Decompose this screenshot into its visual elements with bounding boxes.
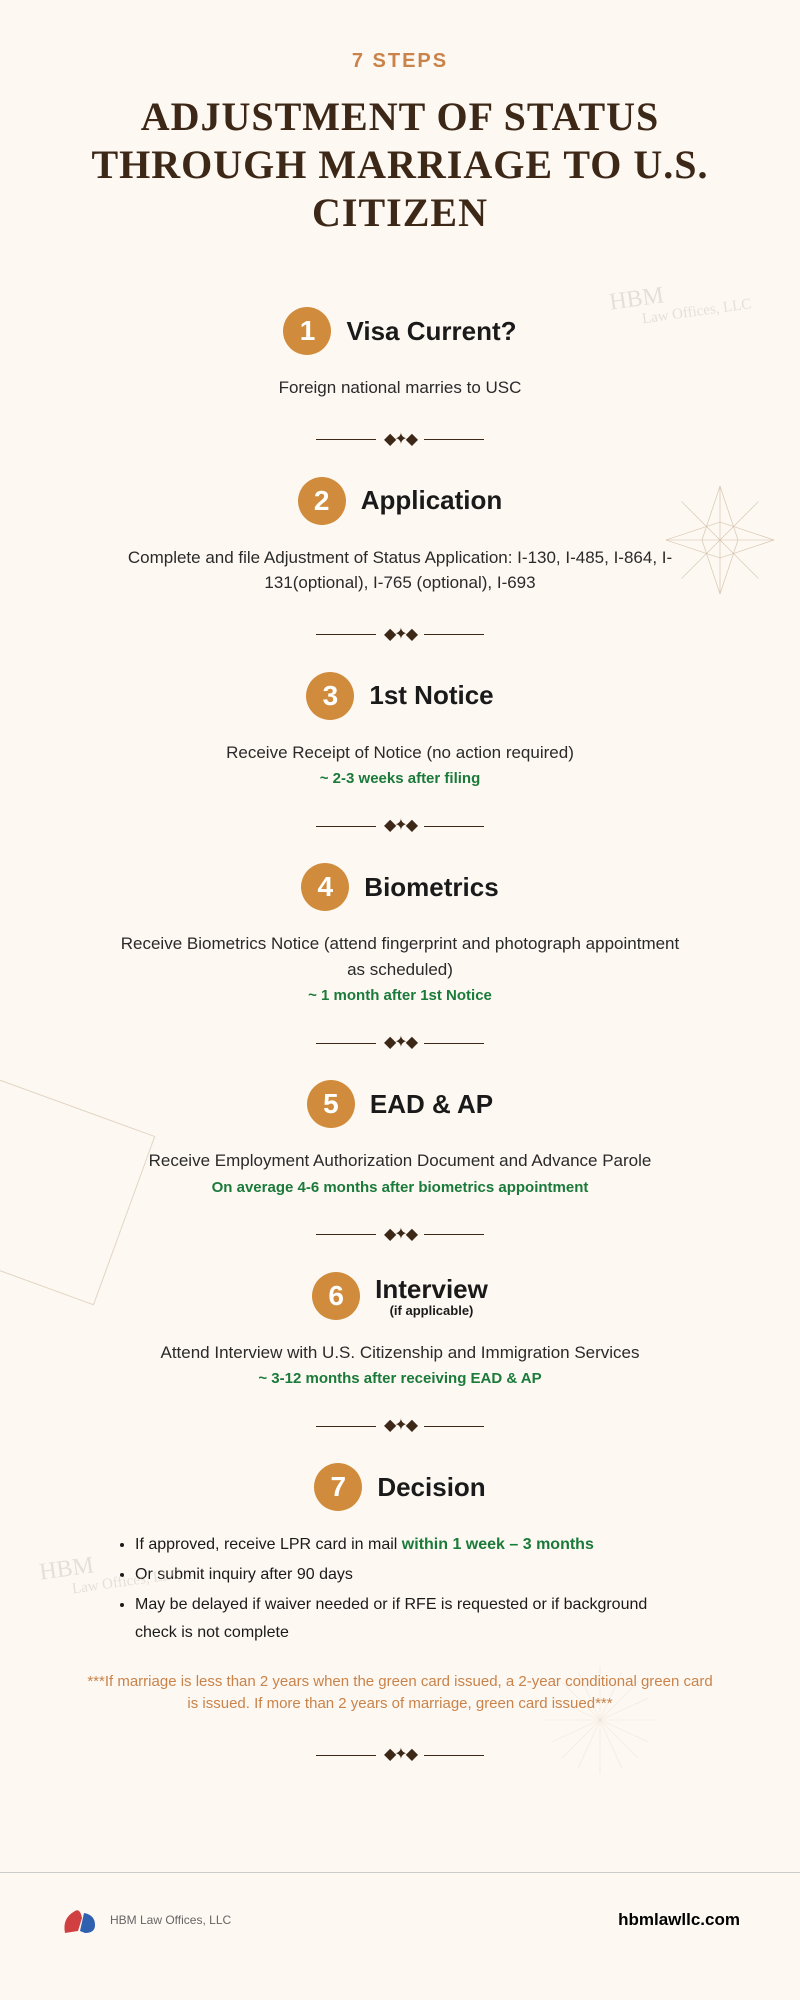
list-item: Or submit inquiry after 90 days xyxy=(135,1561,690,1588)
step-timing: ~ 2-3 weeks after filing xyxy=(60,770,740,787)
step-timing: ~ 3-12 months after receiving EAD & AP xyxy=(60,1370,740,1387)
step7-bullet-list: If approved, receive LPR card in mail wi… xyxy=(110,1531,690,1646)
step-title: Interview(if applicable) xyxy=(375,1274,488,1318)
step-5: 5 EAD & AP Receive Employment Authorizatio… xyxy=(60,1080,740,1196)
divider: ◆✦◆ xyxy=(60,1032,740,1052)
step-badge: 7 xyxy=(314,1463,362,1511)
step-subtitle: (if applicable) xyxy=(375,1303,488,1318)
step-description: Attend Interview with U.S. Citizenship a… xyxy=(120,1340,680,1366)
step-2: 2 Application Complete and file Adjustment… xyxy=(60,477,740,596)
bottom-logo: HBM Law Offices, LLC xyxy=(60,1903,231,1938)
step-title: Application xyxy=(361,485,503,516)
step-badge: 1 xyxy=(283,307,331,355)
step-badge: 2 xyxy=(298,477,346,525)
step-description: Receive Employment Authorization Documen… xyxy=(120,1148,680,1174)
step-description: Receive Biometrics Notice (attend finger… xyxy=(120,931,680,982)
bottom-bar: HBM Law Offices, LLC hbmlawllc.com xyxy=(0,1872,800,1968)
step-6: 6 Interview(if applicable) Attend Intervie… xyxy=(60,1272,740,1388)
step-title: 1st Notice xyxy=(369,680,493,711)
step-badge: 4 xyxy=(301,863,349,911)
logo-icon xyxy=(60,1903,100,1938)
step-badge: 6 xyxy=(312,1272,360,1320)
bottom-url: hbmlawllc.com xyxy=(618,1910,740,1930)
step-description: Complete and file Adjustment of Status A… xyxy=(120,545,680,596)
divider: ◆✦◆ xyxy=(60,815,740,835)
step-title: EAD & AP xyxy=(370,1089,493,1120)
step-badge: 5 xyxy=(307,1080,355,1128)
step-timing: ~ 1 month after 1st Notice xyxy=(60,987,740,1004)
step-3: 3 1st Notice Receive Receipt of Notice (no… xyxy=(60,672,740,788)
step-timing: On average 4-6 months after biometrics a… xyxy=(60,1179,740,1196)
step-title: Biometrics xyxy=(364,872,498,903)
step-badge: 3 xyxy=(306,672,354,720)
step-4: 4 Biometrics Receive Biometrics Notice (at… xyxy=(60,863,740,1004)
divider: ◆✦◆ xyxy=(60,429,740,449)
logo-text: HBM Law Offices, LLC xyxy=(110,1913,231,1927)
divider: ◆✦◆ xyxy=(60,624,740,644)
list-item: May be delayed if waiver needed or if RF… xyxy=(135,1591,690,1645)
list-item: If approved, receive LPR card in mail wi… xyxy=(135,1531,690,1558)
step-title: Decision xyxy=(377,1472,485,1503)
step-description: Receive Receipt of Notice (no action req… xyxy=(120,740,680,766)
decorative-starburst xyxy=(660,480,780,600)
divider: ◆✦◆ xyxy=(60,1224,740,1244)
divider: ◆✦◆ xyxy=(60,1415,740,1435)
step-title: Visa Current? xyxy=(346,316,516,347)
step-description: Foreign national marries to USC xyxy=(120,375,680,401)
main-title: ADJUSTMENT OF STATUS THROUGH MARRIAGE TO… xyxy=(60,93,740,237)
highlight-text: within 1 week – 3 months xyxy=(402,1536,594,1553)
pretitle: 7 STEPS xyxy=(60,50,740,73)
divider: ◆✦◆ xyxy=(60,1744,740,1764)
